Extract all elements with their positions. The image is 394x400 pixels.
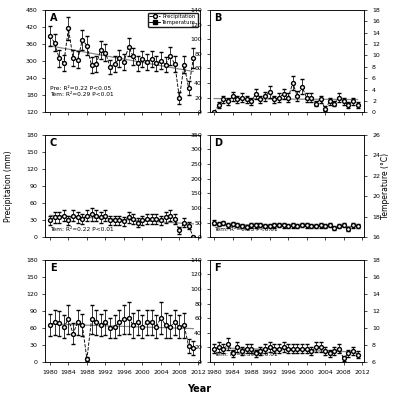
Text: A: A xyxy=(50,13,58,23)
Text: Temperature (°C): Temperature (°C) xyxy=(381,153,390,219)
Text: Tem: R²=0.23 P<0.01: Tem: R²=0.23 P<0.01 xyxy=(214,227,278,232)
Text: Precipitation (mm): Precipitation (mm) xyxy=(4,150,13,222)
Text: Tem: R²=0.39 P<0.01: Tem: R²=0.39 P<0.01 xyxy=(214,352,278,357)
Text: F: F xyxy=(214,263,221,273)
Legend: Precipitation, Temperature: Precipitation, Temperature xyxy=(148,13,198,26)
Text: Pre: R²=0.22 P<0.05
Tem: R²=0.29 P<0.01: Pre: R²=0.22 P<0.05 Tem: R²=0.29 P<0.01 xyxy=(50,86,113,97)
Text: E: E xyxy=(50,263,57,273)
Text: D: D xyxy=(214,138,222,148)
Text: Tem: R²=0.22 P<0.01: Tem: R²=0.22 P<0.01 xyxy=(50,227,113,232)
Text: B: B xyxy=(214,13,221,23)
Text: C: C xyxy=(50,138,57,148)
Text: Year: Year xyxy=(187,384,211,394)
